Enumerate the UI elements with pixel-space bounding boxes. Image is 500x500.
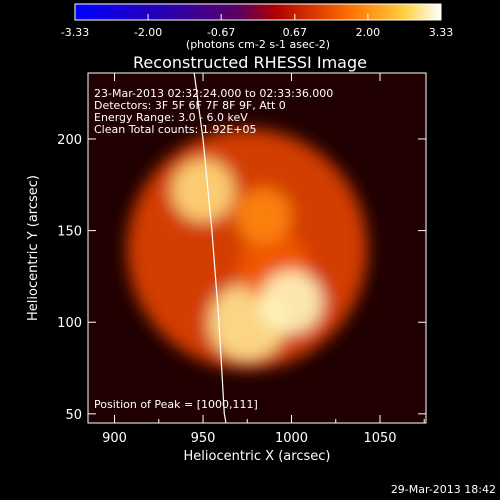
y-tick-label: 100 <box>57 316 82 331</box>
annotation-time-range: 23-Mar-2013 02:32:24.000 to 02:33:36.000 <box>94 87 333 100</box>
annotation-clean-counts: Clean Total counts: 1.92E+05 <box>94 123 257 136</box>
colorbar-ticks: -3.33 -2.00 -0.67 0.67 2.00 3.33 <box>61 14 453 39</box>
heat-source <box>234 187 292 245</box>
colorbar-tick-label: -2.00 <box>134 26 162 39</box>
axes: 900 950 1000 1050 50 100 150 200 <box>57 73 426 446</box>
colorbar-tick-label: -0.67 <box>207 26 235 39</box>
heat-source <box>259 270 324 334</box>
x-tick-label: 1000 <box>275 431 308 446</box>
colorbar-tick-label: 0.67 <box>283 26 308 39</box>
x-axis-label: Heliocentric X (arcsec) <box>184 449 331 464</box>
colorbar-unit-label: (photons cm-2 s-1 asec-2) <box>186 38 330 51</box>
annotation-energy-range: Energy Range: 3.0 - 6.0 keV <box>94 111 248 124</box>
x-tick-label: 1050 <box>363 431 396 446</box>
colorbar-tick-label: -3.33 <box>61 26 89 39</box>
plot-frame <box>87 72 427 424</box>
heatmap-sources <box>126 128 368 370</box>
timestamp: 29-Mar-2013 18:42 <box>391 483 496 496</box>
colorbar <box>74 3 442 21</box>
annotation-detectors: Detectors: 3F 5F 6F 7F 8F 9F, Att 0 <box>94 99 286 112</box>
chart-title: Reconstructed RHESSI Image <box>133 53 367 72</box>
y-tick-label: 200 <box>57 133 82 148</box>
heat-source <box>171 158 235 223</box>
colorbar-tick-label: 2.00 <box>356 26 381 39</box>
solar-limb-arc <box>193 73 227 423</box>
y-tick-label: 50 <box>65 408 82 423</box>
colorbar-tick-label: 3.33 <box>429 26 454 39</box>
x-tick-label: 950 <box>191 431 216 446</box>
y-axis-label: Heliocentric Y (arcsec) <box>26 175 41 321</box>
annotation-peak-position: Position of Peak = [1000,111] <box>94 398 258 411</box>
y-tick-label: 150 <box>57 225 82 240</box>
x-tick-label: 900 <box>102 431 127 446</box>
